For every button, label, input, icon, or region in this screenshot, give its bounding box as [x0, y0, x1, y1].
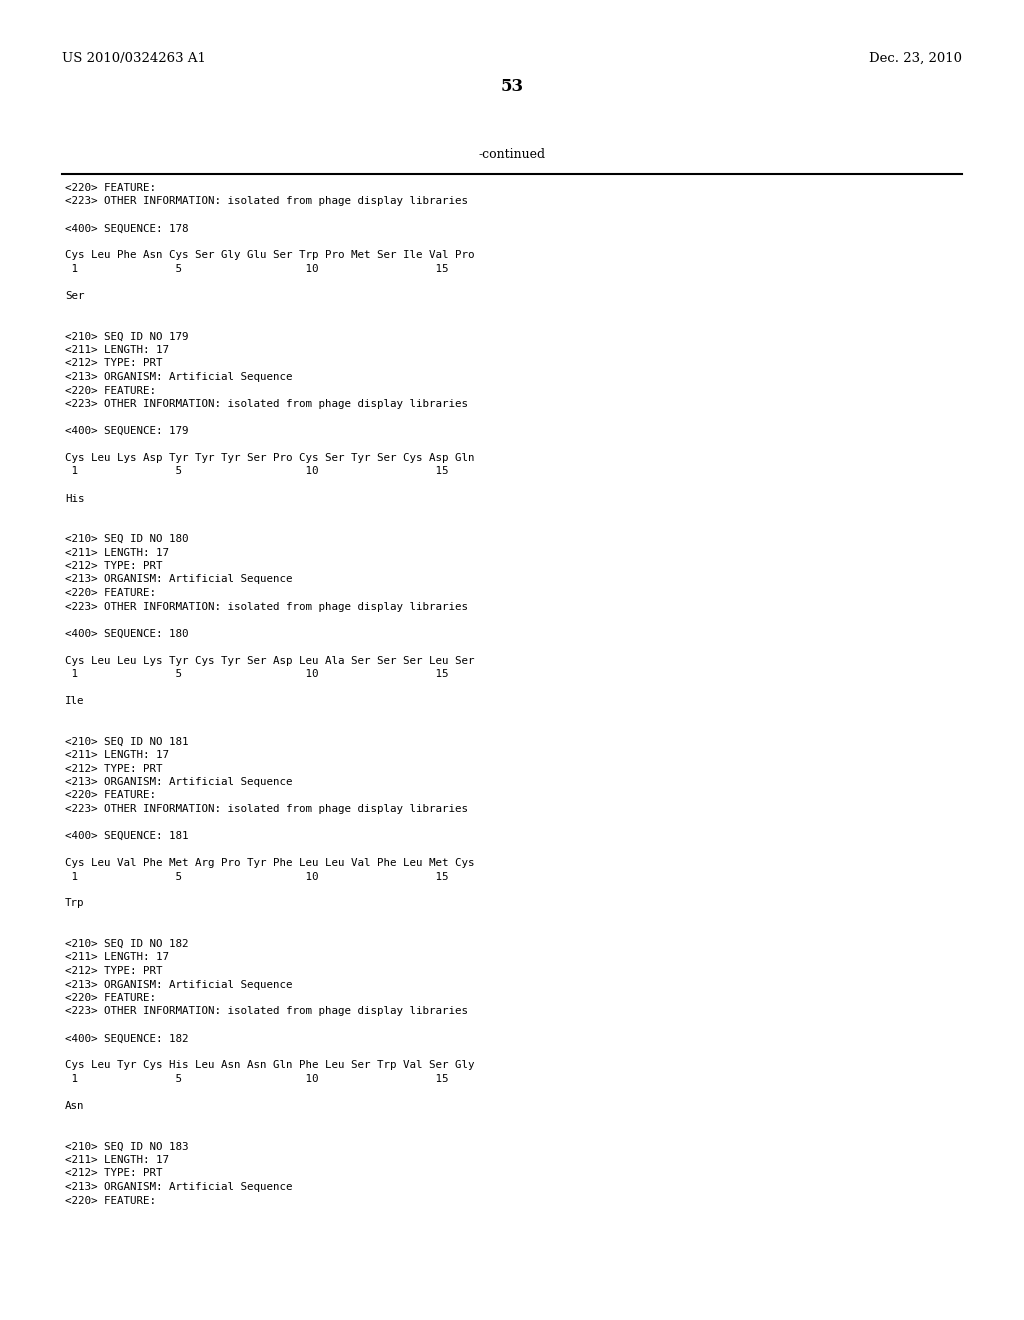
Text: Ser: Ser	[65, 290, 85, 301]
Text: <400> SEQUENCE: 181: <400> SEQUENCE: 181	[65, 832, 188, 841]
Text: Cys Leu Tyr Cys His Leu Asn Asn Gln Phe Leu Ser Trp Val Ser Gly: Cys Leu Tyr Cys His Leu Asn Asn Gln Phe …	[65, 1060, 474, 1071]
Text: 53: 53	[501, 78, 523, 95]
Text: -continued: -continued	[478, 148, 546, 161]
Text: <211> LENGTH: 17: <211> LENGTH: 17	[65, 750, 169, 760]
Text: <211> LENGTH: 17: <211> LENGTH: 17	[65, 953, 169, 962]
Text: <223> OTHER INFORMATION: isolated from phage display libraries: <223> OTHER INFORMATION: isolated from p…	[65, 1006, 468, 1016]
Text: <223> OTHER INFORMATION: isolated from phage display libraries: <223> OTHER INFORMATION: isolated from p…	[65, 602, 468, 611]
Text: <210> SEQ ID NO 180: <210> SEQ ID NO 180	[65, 535, 188, 544]
Text: <220> FEATURE:: <220> FEATURE:	[65, 183, 156, 193]
Text: <210> SEQ ID NO 181: <210> SEQ ID NO 181	[65, 737, 188, 747]
Text: <210> SEQ ID NO 182: <210> SEQ ID NO 182	[65, 939, 188, 949]
Text: <223> OTHER INFORMATION: isolated from phage display libraries: <223> OTHER INFORMATION: isolated from p…	[65, 197, 468, 206]
Text: 1               5                   10                  15: 1 5 10 15	[65, 466, 449, 477]
Text: <211> LENGTH: 17: <211> LENGTH: 17	[65, 548, 169, 557]
Text: <400> SEQUENCE: 182: <400> SEQUENCE: 182	[65, 1034, 188, 1044]
Text: <213> ORGANISM: Artificial Sequence: <213> ORGANISM: Artificial Sequence	[65, 777, 293, 787]
Text: <213> ORGANISM: Artificial Sequence: <213> ORGANISM: Artificial Sequence	[65, 372, 293, 381]
Text: US 2010/0324263 A1: US 2010/0324263 A1	[62, 51, 206, 65]
Text: <213> ORGANISM: Artificial Sequence: <213> ORGANISM: Artificial Sequence	[65, 979, 293, 990]
Text: <220> FEATURE:: <220> FEATURE:	[65, 993, 156, 1003]
Text: <212> TYPE: PRT: <212> TYPE: PRT	[65, 763, 163, 774]
Text: <212> TYPE: PRT: <212> TYPE: PRT	[65, 966, 163, 975]
Text: 1               5                   10                  15: 1 5 10 15	[65, 669, 449, 678]
Text: <211> LENGTH: 17: <211> LENGTH: 17	[65, 345, 169, 355]
Text: <400> SEQUENCE: 178: <400> SEQUENCE: 178	[65, 223, 188, 234]
Text: <223> OTHER INFORMATION: isolated from phage display libraries: <223> OTHER INFORMATION: isolated from p…	[65, 804, 468, 814]
Text: <400> SEQUENCE: 180: <400> SEQUENCE: 180	[65, 628, 188, 639]
Text: <210> SEQ ID NO 179: <210> SEQ ID NO 179	[65, 331, 188, 342]
Text: Trp: Trp	[65, 899, 85, 908]
Text: <210> SEQ ID NO 183: <210> SEQ ID NO 183	[65, 1142, 188, 1151]
Text: Ile: Ile	[65, 696, 85, 706]
Text: <213> ORGANISM: Artificial Sequence: <213> ORGANISM: Artificial Sequence	[65, 1181, 293, 1192]
Text: <220> FEATURE:: <220> FEATURE:	[65, 385, 156, 396]
Text: <211> LENGTH: 17: <211> LENGTH: 17	[65, 1155, 169, 1166]
Text: Cys Leu Phe Asn Cys Ser Gly Glu Ser Trp Pro Met Ser Ile Val Pro: Cys Leu Phe Asn Cys Ser Gly Glu Ser Trp …	[65, 251, 474, 260]
Text: <213> ORGANISM: Artificial Sequence: <213> ORGANISM: Artificial Sequence	[65, 574, 293, 585]
Text: His: His	[65, 494, 85, 503]
Text: 1               5                   10                  15: 1 5 10 15	[65, 264, 449, 275]
Text: Dec. 23, 2010: Dec. 23, 2010	[869, 51, 962, 65]
Text: Asn: Asn	[65, 1101, 85, 1111]
Text: Cys Leu Leu Lys Tyr Cys Tyr Ser Asp Leu Ala Ser Ser Ser Leu Ser: Cys Leu Leu Lys Tyr Cys Tyr Ser Asp Leu …	[65, 656, 474, 665]
Text: Cys Leu Val Phe Met Arg Pro Tyr Phe Leu Leu Val Phe Leu Met Cys: Cys Leu Val Phe Met Arg Pro Tyr Phe Leu …	[65, 858, 474, 869]
Text: <220> FEATURE:: <220> FEATURE:	[65, 791, 156, 800]
Text: <212> TYPE: PRT: <212> TYPE: PRT	[65, 561, 163, 572]
Text: <220> FEATURE:: <220> FEATURE:	[65, 1196, 156, 1205]
Text: <212> TYPE: PRT: <212> TYPE: PRT	[65, 359, 163, 368]
Text: 1               5                   10                  15: 1 5 10 15	[65, 1074, 449, 1084]
Text: <220> FEATURE:: <220> FEATURE:	[65, 587, 156, 598]
Text: <400> SEQUENCE: 179: <400> SEQUENCE: 179	[65, 426, 188, 436]
Text: <223> OTHER INFORMATION: isolated from phage display libraries: <223> OTHER INFORMATION: isolated from p…	[65, 399, 468, 409]
Text: Cys Leu Lys Asp Tyr Tyr Tyr Ser Pro Cys Ser Tyr Ser Cys Asp Gln: Cys Leu Lys Asp Tyr Tyr Tyr Ser Pro Cys …	[65, 453, 474, 463]
Text: 1               5                   10                  15: 1 5 10 15	[65, 871, 449, 882]
Text: <212> TYPE: PRT: <212> TYPE: PRT	[65, 1168, 163, 1179]
